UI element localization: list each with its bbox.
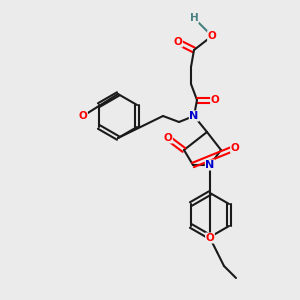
Text: H: H [190,13,198,23]
Text: O: O [211,95,219,105]
Text: O: O [208,31,216,41]
Text: O: O [206,233,214,243]
Text: O: O [231,143,239,153]
Text: O: O [174,37,182,47]
Text: O: O [164,133,172,143]
Text: N: N [189,111,199,121]
Text: N: N [206,160,214,170]
Text: O: O [79,111,87,121]
